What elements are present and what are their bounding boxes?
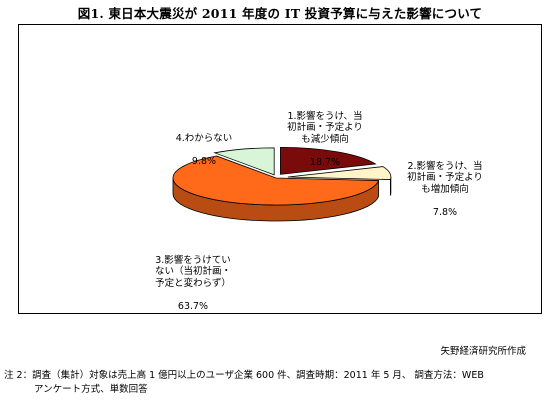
slice-label-3-value: 63.7% (177, 300, 209, 312)
slice-label-1-text: 1.影響をうけ、当 初計画・予定より も減少傾向 (287, 110, 363, 145)
pie-slice-1 (280, 146, 377, 175)
slice-label-4-text: 4.わからない (175, 132, 233, 144)
slice-label-4-value: 9.8% (191, 155, 217, 167)
pie-slice-2 (287, 166, 392, 180)
slice-label-2-text: 2.影響をうけ、当 初計画・予定より も増加傾向 (407, 160, 483, 195)
pie-slice-4 (213, 147, 275, 176)
slice-label-3-text: 3.影響をうけてい ない（当初計画・ 予定と変わらず） (154, 254, 231, 289)
footnote-line-2: アンケート方式、単数回答 (34, 384, 148, 395)
chart-title: 図1. 東日本大震災が 2011 年度の IT 投資予算に与えた影響について (77, 6, 483, 21)
pie-chart (172, 146, 392, 222)
slice-label-1: 1.影響をうけ、当 初計画・予定より も減少傾向 18.7% (273, 99, 377, 180)
slice-label-2-value: 7.8% (432, 206, 458, 218)
slice-label-1-value: 18.7% (309, 156, 341, 168)
slice-label-2: 2.影響をうけ、当 初計画・予定より も増加傾向 7.8% (391, 149, 499, 230)
source-credit: 矢野経済研究所作成 (440, 346, 526, 357)
slice-label-4: 4.わからない 9.8% (159, 121, 249, 179)
pie-slice-3 (172, 155, 380, 206)
chart-frame: 1.影響をうけ、当 初計画・予定より も減少傾向 18.7% 2.影響をうけ、当… (18, 24, 542, 314)
slice-label-3: 3.影響をうけてい ない（当初計画・ 予定と変わらず） 63.7% (137, 243, 249, 324)
footnote-line-1: 注 2：調査（集計）対象は売上高 1 億円以上のユーザ企業 600 件、調査時期… (4, 370, 484, 381)
footnote: 注 2：調査（集計）対象は売上高 1 億円以上のユーザ企業 600 件、調査時期… (4, 369, 556, 397)
